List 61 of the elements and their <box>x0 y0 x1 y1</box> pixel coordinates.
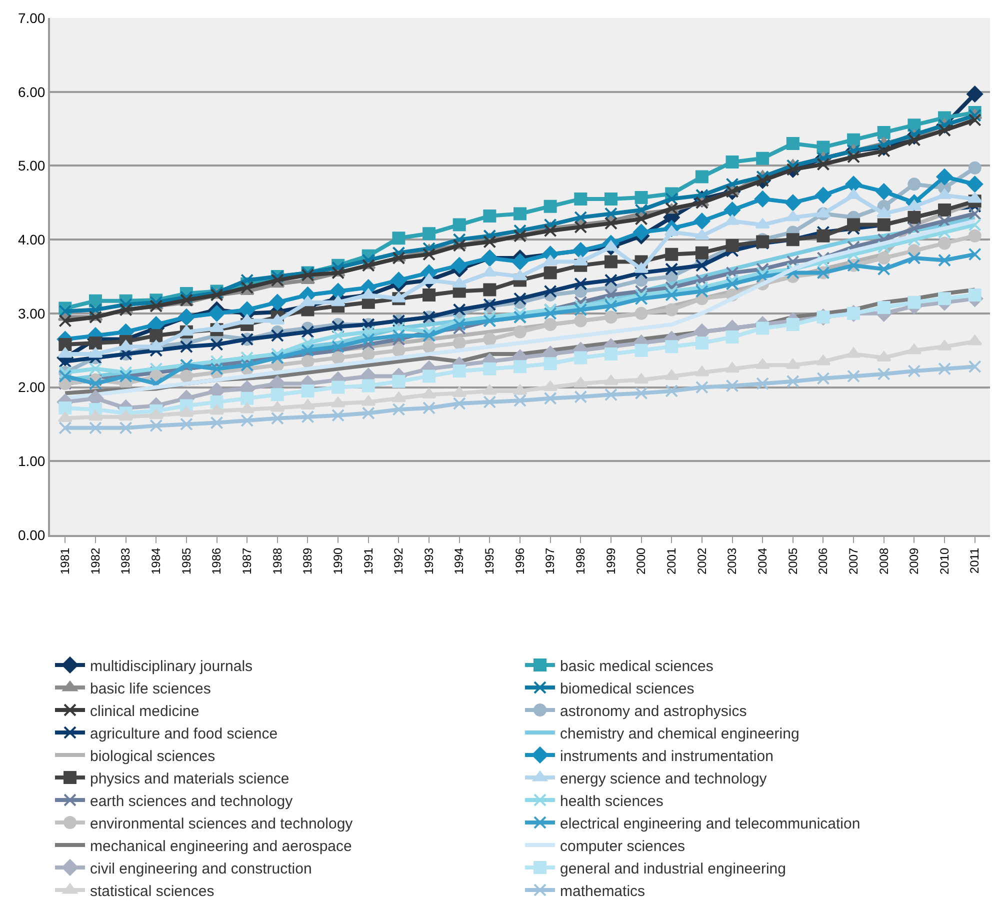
legend-label: health sciences <box>560 792 664 810</box>
x-tick-label: 1993 <box>422 547 436 575</box>
legend-label: physics and materials science <box>90 770 290 788</box>
legend-label: earth sciences and technology <box>90 792 294 810</box>
x-tick-label: 2003 <box>725 547 740 575</box>
x-tick-label: 2005 <box>786 547 800 575</box>
x-tick-label: 1999 <box>604 547 618 575</box>
x-tick-label: 2007 <box>846 547 860 575</box>
y-tick-label: 6.00 <box>18 84 46 100</box>
x-tick-label: 2000 <box>634 547 648 575</box>
y-tick-label: 5.00 <box>18 158 46 174</box>
x-tick-label: 1992 <box>392 547 406 575</box>
x-tick-label: 1986 <box>210 547 224 575</box>
legend-label: environmental sciences and technology <box>90 815 354 832</box>
legend-label: astronomy and astrophysics <box>560 702 747 720</box>
y-tick-label: 0.00 <box>18 526 46 543</box>
x-tick-label: 1985 <box>179 547 194 575</box>
y-tick-label: 4.00 <box>18 231 46 248</box>
x-tick-label: 1984 <box>149 547 164 575</box>
legend-label: statistical sciences <box>90 882 214 900</box>
legend-label: computer sciences <box>560 838 686 855</box>
x-tick-label: 1988 <box>270 547 284 575</box>
x-tick-label: 2006 <box>816 547 830 575</box>
y-tick-label: 2.00 <box>18 379 46 396</box>
x-tick-label: 1994 <box>452 547 466 575</box>
x-tick-label: 1990 <box>330 547 345 575</box>
legend-label: clinical medicine <box>90 702 200 720</box>
legend-label: energy science and technology <box>560 770 768 788</box>
x-tick-label: 1997 <box>543 547 558 575</box>
x-tick-label: 1989 <box>300 547 315 575</box>
legend-label: civil engineering and construction <box>90 860 312 878</box>
x-tick-label: 2004 <box>755 547 770 575</box>
legend-label: mechanical engineering and aerospace <box>90 838 352 855</box>
x-tick-label: 2011 <box>968 547 982 574</box>
x-tick-label: 1983 <box>118 547 133 575</box>
x-tick-label: 1982 <box>88 547 102 575</box>
legend-label: basic life sciences <box>90 680 211 698</box>
legend-label: chemistry and chemical engineering <box>560 725 800 742</box>
legend-label: biomedical sciences <box>560 680 694 698</box>
y-tick-label: 7.00 <box>18 10 46 26</box>
x-tick-label: 2009 <box>907 547 922 575</box>
legend-label: agriculture and food science <box>90 725 278 742</box>
x-tick-label: 1995 <box>482 547 497 575</box>
x-tick-label: 1987 <box>240 547 254 575</box>
x-tick-label: 1998 <box>574 547 588 575</box>
x-tick-label: 2002 <box>694 547 709 575</box>
legend-label: biological sciences <box>90 748 216 765</box>
legend-label: instruments and instrumentation <box>560 748 774 765</box>
legend-label: electrical engineering and telecommunication <box>560 815 860 832</box>
y-tick-label: 1.00 <box>18 453 46 470</box>
y-tick-label: 3.00 <box>18 305 46 322</box>
legend-label: general and industrial engineering <box>560 860 786 878</box>
legend-label: basic medical sciences <box>560 658 714 675</box>
legend-label: multidisciplinary journals <box>90 658 253 675</box>
x-tick-label: 1996 <box>512 547 527 575</box>
x-tick-label: 2008 <box>876 547 891 575</box>
x-tick-label: 2001 <box>664 547 679 575</box>
x-tick-label: 1981 <box>58 547 72 575</box>
legend-label: mathematics <box>560 882 646 900</box>
x-tick-label: 1991 <box>361 547 376 575</box>
x-tick-label: 2010 <box>937 547 952 575</box>
